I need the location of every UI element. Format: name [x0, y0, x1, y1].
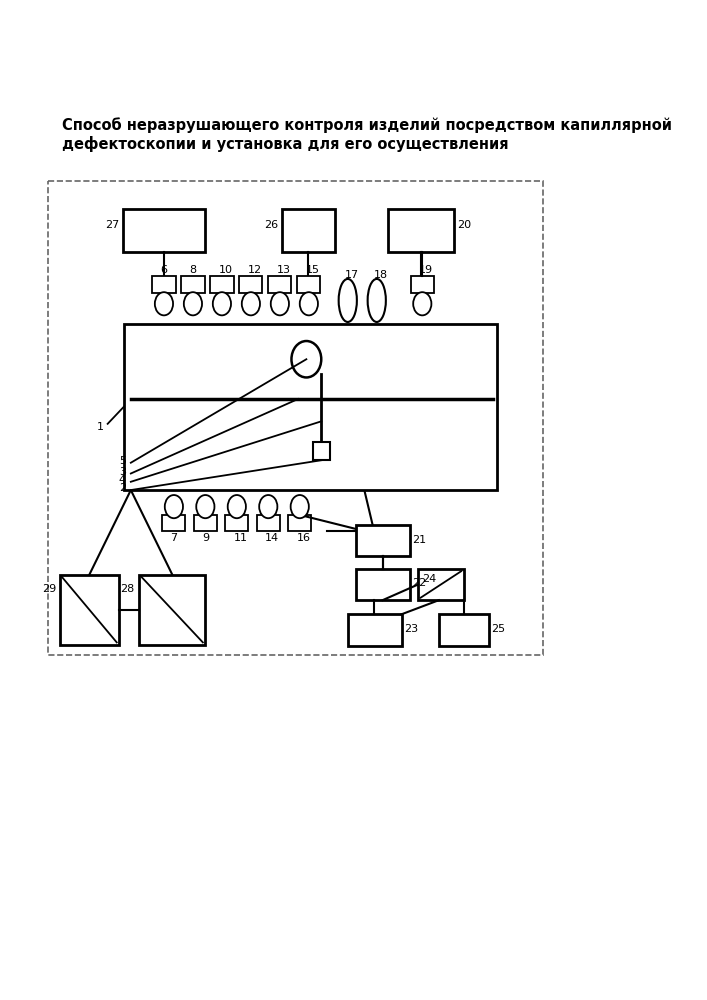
Bar — [210, 276, 233, 293]
Text: 26: 26 — [264, 220, 279, 230]
Text: 7: 7 — [170, 533, 177, 543]
Text: 29: 29 — [42, 584, 57, 594]
Text: 12: 12 — [247, 265, 262, 275]
Ellipse shape — [300, 292, 318, 315]
Text: 24: 24 — [422, 574, 436, 584]
Text: 11: 11 — [233, 533, 247, 543]
Text: 14: 14 — [265, 533, 279, 543]
Text: 27: 27 — [105, 220, 119, 230]
Text: 19: 19 — [419, 265, 433, 275]
Ellipse shape — [228, 495, 246, 518]
Bar — [281, 209, 335, 252]
Bar — [181, 276, 204, 293]
Text: 15: 15 — [305, 265, 320, 275]
Text: 16: 16 — [296, 533, 310, 543]
Bar — [226, 515, 248, 531]
Bar — [48, 181, 543, 655]
Text: 1: 1 — [96, 422, 103, 432]
Ellipse shape — [339, 279, 357, 322]
Text: 18: 18 — [373, 270, 387, 280]
Bar — [297, 276, 320, 293]
Bar — [387, 209, 454, 252]
Text: 28: 28 — [120, 584, 134, 594]
Bar — [418, 569, 464, 600]
Bar — [257, 515, 280, 531]
Text: 2: 2 — [119, 483, 126, 493]
Text: 20: 20 — [457, 220, 471, 230]
Text: 23: 23 — [404, 624, 419, 634]
Text: 10: 10 — [218, 265, 233, 275]
Text: 9: 9 — [202, 533, 209, 543]
Ellipse shape — [259, 495, 277, 518]
Bar — [288, 515, 311, 531]
Text: 6: 6 — [160, 265, 168, 275]
Bar — [59, 575, 119, 645]
Bar — [411, 276, 434, 293]
Bar — [239, 276, 262, 293]
Text: 17: 17 — [344, 270, 358, 280]
Text: 4: 4 — [119, 475, 126, 485]
Bar — [124, 324, 497, 490]
Bar — [152, 276, 175, 293]
Ellipse shape — [184, 292, 202, 315]
Ellipse shape — [271, 292, 289, 315]
Bar — [194, 515, 217, 531]
Bar — [356, 569, 410, 600]
Bar — [348, 614, 402, 646]
Text: 25: 25 — [491, 624, 505, 634]
Text: Способ неразрушающего контроля изделий посредством капиллярной: Способ неразрушающего контроля изделий п… — [62, 117, 672, 133]
Ellipse shape — [368, 279, 386, 322]
Bar — [268, 276, 291, 293]
Ellipse shape — [155, 292, 173, 315]
Ellipse shape — [291, 341, 321, 377]
Bar — [313, 442, 329, 460]
Text: дефектоскопии и установка для его осуществления: дефектоскопии и установка для его осущес… — [62, 136, 509, 152]
Bar — [163, 515, 185, 531]
Text: 21: 21 — [412, 535, 426, 545]
Ellipse shape — [413, 292, 431, 315]
Bar — [139, 575, 205, 645]
Text: 5: 5 — [119, 456, 126, 466]
Ellipse shape — [213, 292, 231, 315]
Text: 13: 13 — [276, 265, 291, 275]
Text: 22: 22 — [412, 578, 426, 588]
Bar — [439, 614, 489, 646]
Ellipse shape — [291, 495, 309, 518]
Text: 3: 3 — [119, 467, 126, 477]
Ellipse shape — [197, 495, 214, 518]
Text: 8: 8 — [189, 265, 197, 275]
Ellipse shape — [165, 495, 183, 518]
Ellipse shape — [242, 292, 260, 315]
Bar — [356, 525, 410, 556]
Bar — [122, 209, 205, 252]
